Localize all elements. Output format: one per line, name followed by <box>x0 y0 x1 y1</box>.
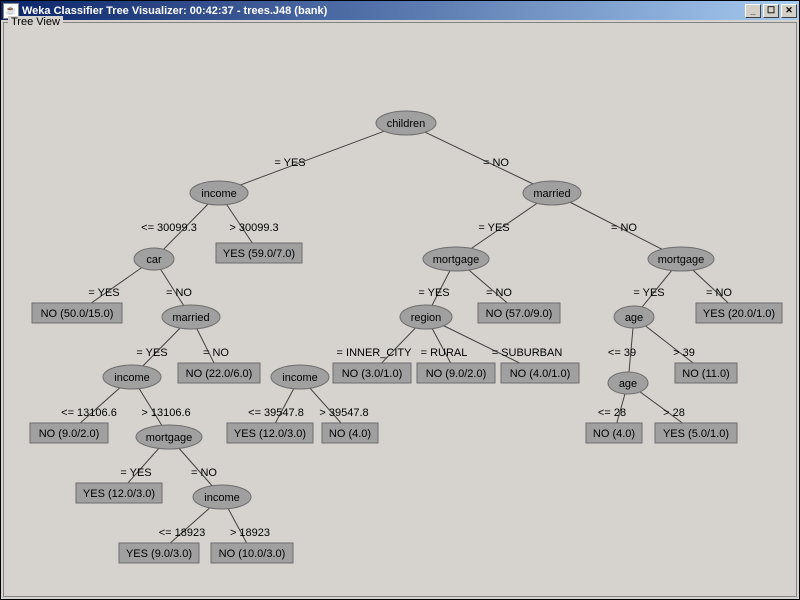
edge-label: > 13106.6 <box>141 407 190 419</box>
node-label: income <box>114 372 149 384</box>
edge-label: > 28 <box>663 407 685 419</box>
node-label: NO (3.0/1.0) <box>342 368 403 380</box>
edge-label: = YES <box>88 287 119 299</box>
edge-label: = NO <box>166 287 192 299</box>
panel-title: Tree View <box>8 16 63 28</box>
node-label: mortgage <box>658 254 704 266</box>
node-label: NO (4.0) <box>329 428 371 440</box>
node-label: YES (12.0/3.0) <box>83 488 155 500</box>
window-buttons: _ ☐ ✕ <box>745 4 797 18</box>
node-label: YES (12.0/3.0) <box>234 428 306 440</box>
edge-label: <= 30099.3 <box>141 222 197 234</box>
maximize-button[interactable]: ☐ <box>763 4 779 18</box>
edge-label: <= 28 <box>598 407 626 419</box>
edge-label: <= 18923 <box>159 527 206 539</box>
node-label: YES (20.0/1.0) <box>703 308 775 320</box>
node-label: NO (50.0/15.0) <box>41 308 114 320</box>
node-label: NO (22.0/6.0) <box>186 368 253 380</box>
titlebar[interactable]: ☕ Weka Classifier Tree Visualizer: 00:42… <box>1 1 799 20</box>
node-label: age <box>625 312 643 324</box>
window-frame: ☕ Weka Classifier Tree Visualizer: 00:42… <box>0 0 800 600</box>
edge-label: = YES <box>418 287 449 299</box>
edge-label: = SUBURBAN <box>492 347 563 359</box>
node-label: region <box>411 312 442 324</box>
node-label: NO (10.0/3.0) <box>219 548 286 560</box>
node-label: age <box>619 378 637 390</box>
tree-edge <box>219 123 406 193</box>
client-area: Tree View = YES= NO<= 30099.3= YES= NO= … <box>1 20 799 599</box>
node-label: YES (59.0/7.0) <box>223 248 295 260</box>
node-label: NO (4.0) <box>593 428 635 440</box>
edge-label: = INNER_CITY <box>337 347 413 359</box>
node-label: NO (9.0/2.0) <box>39 428 100 440</box>
window-title: Weka Classifier Tree Visualizer: 00:42:3… <box>22 5 745 17</box>
node-label: YES (5.0/1.0) <box>663 428 729 440</box>
edge-label: = NO <box>483 157 509 169</box>
edge-label: = YES <box>274 157 305 169</box>
edge-label: > 39 <box>673 347 695 359</box>
node-label: married <box>172 312 209 324</box>
edge-label: = YES <box>136 347 167 359</box>
node-label: YES (9.0/3.0) <box>126 548 192 560</box>
node-label: mortgage <box>146 432 192 444</box>
edge-label: <= 39547.8 <box>248 407 304 419</box>
node-label: mortgage <box>433 254 479 266</box>
edge-label: <= 39 <box>608 347 636 359</box>
edge-label: = YES <box>478 222 509 234</box>
edge-label: = NO <box>191 467 217 479</box>
tree-edge <box>406 123 552 193</box>
node-label: NO (11.0) <box>682 368 729 380</box>
node-label: income <box>204 492 239 504</box>
edge-label: = NO <box>203 347 229 359</box>
minimize-button[interactable]: _ <box>745 4 761 18</box>
node-label: NO (9.0/2.0) <box>426 368 487 380</box>
edge-label: <= 13106.6 <box>61 407 117 419</box>
tree-view-panel: Tree View = YES= NO<= 30099.3= YES= NO= … <box>3 22 797 597</box>
node-label: NO (4.0/1.0) <box>510 368 571 380</box>
edge-label: > 39547.8 <box>319 407 368 419</box>
node-label: married <box>533 188 570 200</box>
close-button[interactable]: ✕ <box>781 4 797 18</box>
decision-tree-canvas[interactable]: = YES = NO <= 30099.3 = YES = NO = YES = NO = Y… <box>4 23 796 596</box>
edge-label: = YES <box>120 467 151 479</box>
edge-label: = NO <box>611 222 637 234</box>
node-label: NO (57.0/9.0) <box>486 308 553 320</box>
edge-label: = NO <box>706 287 732 299</box>
node-label: income <box>282 372 317 384</box>
edge-label: = RURAL <box>421 347 468 359</box>
edge-label: = YES <box>633 287 664 299</box>
edge-label: > 30099.3 <box>229 222 278 234</box>
node-label: income <box>201 188 236 200</box>
node-label: car <box>146 254 162 266</box>
edge-label: = NO <box>486 287 512 299</box>
edge-label: > 18923 <box>230 527 270 539</box>
node-label: children <box>387 118 426 130</box>
